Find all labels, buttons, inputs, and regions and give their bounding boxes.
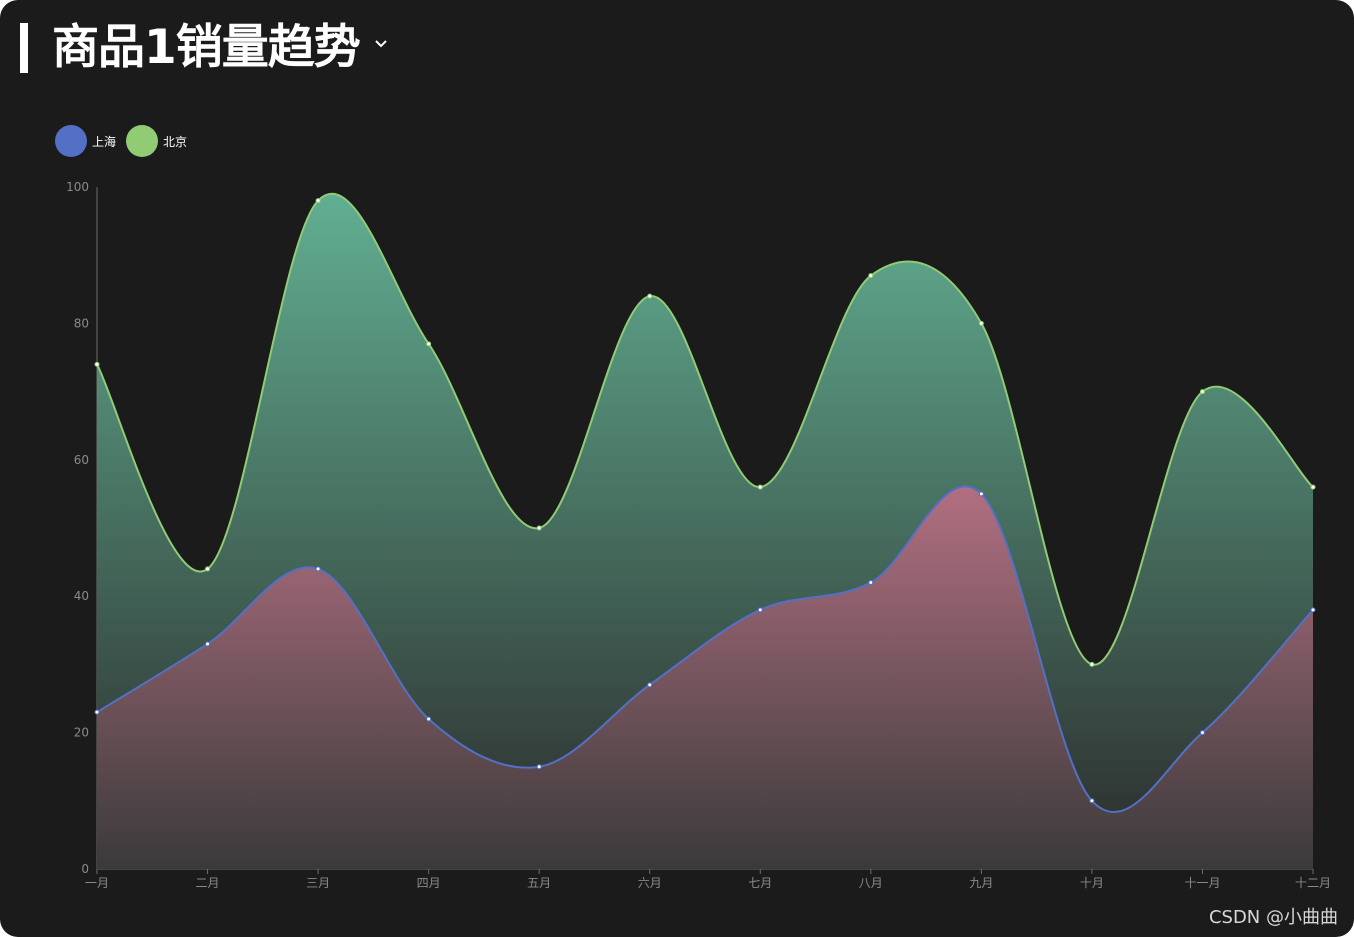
data-point-shanghai	[315, 566, 321, 572]
x-tick-label: 二月	[196, 876, 220, 890]
watermark: CSDN @小曲曲	[1208, 907, 1338, 928]
x-tick-label: 十一月	[1184, 876, 1220, 890]
data-point-beijing	[426, 341, 432, 347]
data-point-beijing	[1089, 661, 1095, 667]
x-tick-label: 十二月	[1295, 876, 1331, 890]
x-tick-label: 六月	[638, 876, 662, 890]
x-tick-label: 三月	[306, 876, 330, 890]
x-tick-label: 五月	[527, 876, 551, 890]
data-point-shanghai	[1199, 730, 1205, 736]
data-point-beijing	[868, 273, 874, 279]
data-point-shanghai	[205, 641, 211, 647]
data-point-beijing	[757, 484, 763, 490]
data-point-beijing	[1310, 484, 1316, 490]
x-tick-label: 九月	[969, 876, 993, 890]
data-point-beijing	[315, 198, 321, 204]
data-point-shanghai	[1310, 607, 1316, 613]
data-point-shanghai	[94, 709, 100, 715]
chart-title: 商品1销量趋势	[52, 20, 361, 75]
y-tick-label: 100	[66, 180, 89, 194]
x-tick-label: 十月	[1080, 876, 1104, 890]
legend-marker-shanghai	[55, 125, 87, 157]
data-point-beijing	[94, 361, 100, 367]
legend-marker-beijing	[126, 125, 159, 157]
data-point-beijing	[647, 293, 653, 299]
y-tick-label: 20	[74, 726, 89, 740]
legend-item-beijing[interactable]: 北京	[126, 125, 187, 157]
x-tick-label: 四月	[417, 876, 441, 890]
area-fill-shanghai	[97, 486, 1313, 869]
x-tick-label: 七月	[748, 876, 772, 890]
data-point-shanghai	[536, 764, 542, 770]
legend-item-shanghai[interactable]: 上海	[55, 125, 116, 157]
chevron-down-icon[interactable]	[374, 38, 388, 50]
series-line-beijing	[96, 192, 1314, 666]
legend-label-shanghai: 上海	[92, 134, 117, 149]
data-point-beijing	[205, 566, 211, 572]
legend-label-beijing: 北京	[163, 134, 188, 149]
data-point-shanghai	[647, 682, 653, 688]
data-point-beijing	[1199, 389, 1205, 395]
data-point-shanghai	[757, 607, 763, 613]
data-point-shanghai	[1089, 798, 1095, 804]
x-tick-label: 八月	[859, 876, 883, 890]
y-tick-label: 0	[81, 862, 89, 876]
data-point-shanghai	[426, 716, 432, 722]
x-tick-label: 一月	[85, 876, 109, 890]
y-tick-label: 80	[74, 316, 89, 330]
y-tick-label: 60	[74, 453, 89, 467]
data-point-shanghai	[978, 491, 984, 497]
title-accent-bar	[20, 23, 28, 73]
data-point-shanghai	[868, 580, 874, 586]
data-point-beijing	[536, 525, 542, 531]
data-point-beijing	[978, 320, 984, 326]
legend: 上海 北京	[55, 124, 197, 158]
y-tick-label: 40	[74, 589, 89, 603]
